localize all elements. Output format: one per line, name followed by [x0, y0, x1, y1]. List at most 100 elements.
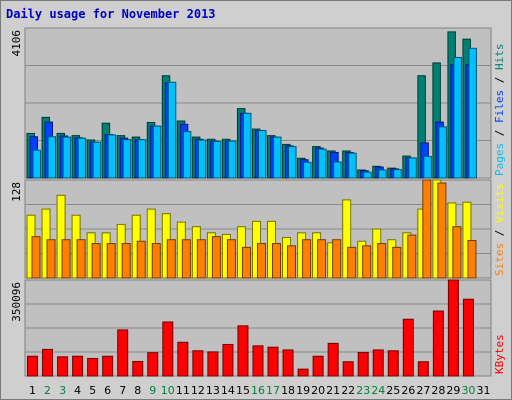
legend-separator: /: [493, 70, 506, 90]
x-tick-label-7: 7: [119, 384, 126, 397]
legend-item-kbytes: KBytes: [493, 334, 506, 374]
bar-pages-19: [303, 161, 312, 179]
x-tick-label-5: 5: [89, 384, 96, 397]
bar-pages-16: [257, 130, 267, 179]
bar-kbytes-22: [342, 361, 354, 377]
legend-kbytes: KBytes: [493, 334, 506, 374]
bar-pages-23: [363, 171, 372, 179]
bar-sites-10: [166, 239, 176, 279]
x-tick-label-28: 28: [431, 384, 445, 397]
bar-kbytes-11: [177, 341, 189, 377]
bar-sites-12: [196, 239, 206, 279]
bar-kbytes-16: [252, 345, 264, 377]
x-tick-label-6: 6: [104, 384, 111, 397]
bar-kbytes-4: [72, 355, 84, 377]
legend-separator: /: [493, 123, 506, 143]
x-tick-label-19: 19: [296, 384, 310, 397]
bar-kbytes-8: [132, 360, 144, 377]
bar-pages-7: [122, 139, 132, 179]
bar-pages-17: [273, 136, 282, 179]
x-tick-label-27: 27: [416, 384, 430, 397]
x-tick-label-13: 13: [206, 384, 220, 397]
bar-sites-25: [392, 246, 402, 279]
bar-pages-13: [212, 140, 222, 179]
x-tick-label-20: 20: [311, 384, 325, 397]
bar-sites-18: [287, 245, 297, 279]
bar-pages-27: [423, 155, 432, 179]
bar-sites-16: [256, 243, 266, 279]
bar-kbytes-6: [102, 355, 114, 377]
y-max-label-hits-files-pages: 4106: [10, 30, 23, 57]
bar-kbytes-26: [402, 318, 414, 377]
bar-kbytes-28: [432, 310, 444, 377]
bar-pages-21: [333, 161, 342, 179]
bar-sites-13: [211, 236, 221, 279]
bar-sites-14: [226, 239, 236, 279]
bar-pages-6: [107, 134, 117, 179]
bar-kbytes-27: [417, 361, 429, 377]
x-tick-label-9: 9: [149, 384, 156, 397]
y-max-label-visits-sites: 128: [10, 182, 23, 202]
bar-kbytes-12: [192, 350, 204, 377]
bar-kbytes-20: [312, 355, 324, 377]
x-tick-label-26: 26: [401, 384, 415, 397]
bar-sites-24: [377, 243, 387, 279]
bar-kbytes-21: [327, 342, 339, 377]
bar-pages-4: [77, 137, 87, 179]
x-tick-label-29: 29: [446, 384, 460, 397]
bar-pages-30: [468, 47, 477, 179]
bar-sites-5: [91, 243, 101, 279]
bar-sites-1: [31, 236, 41, 279]
x-tick-label-21: 21: [326, 384, 340, 397]
bar-kbytes-14: [222, 343, 234, 377]
x-tick-label-10: 10: [161, 384, 175, 397]
bar-pages-18: [288, 146, 297, 179]
bar-kbytes-5: [87, 357, 99, 377]
legend-item-hits: Hits: [493, 44, 506, 71]
legend-hits-files-pages: Pages / Files / Hits: [493, 44, 506, 177]
x-tick-label-12: 12: [191, 384, 205, 397]
x-tick-label-31: 31: [476, 384, 490, 397]
x-tick-label-25: 25: [386, 384, 400, 397]
bar-sites-15: [241, 246, 251, 279]
bar-pages-3: [62, 136, 72, 179]
bar-kbytes-15: [237, 325, 249, 377]
bar-pages-5: [92, 141, 102, 179]
bar-pages-10: [167, 81, 177, 179]
bar-kbytes-24: [372, 349, 384, 377]
x-tick-label-3: 3: [59, 384, 66, 397]
bar-kbytes-17: [267, 346, 279, 377]
bar-visits-3: [56, 194, 66, 279]
bar-sites-26: [407, 234, 417, 279]
bar-kbytes-23: [357, 351, 369, 377]
bar-pages-28: [438, 126, 447, 179]
bar-sites-27: [422, 179, 432, 279]
bar-kbytes-3: [57, 356, 69, 377]
bar-pages-26: [408, 157, 417, 179]
x-tick-label-2: 2: [44, 384, 51, 397]
bar-sites-23: [362, 245, 372, 279]
legend-item-files: Files: [493, 90, 506, 123]
x-tick-label-4: 4: [74, 384, 81, 397]
bar-kbytes-19: [297, 368, 309, 377]
bar-kbytes-1: [27, 355, 38, 377]
bar-sites-29: [452, 226, 462, 279]
bar-sites-9: [151, 243, 161, 279]
x-tick-label-1: 1: [29, 384, 36, 397]
bar-kbytes-7: [117, 329, 129, 377]
bar-pages-22: [348, 152, 357, 179]
bar-sites-3: [61, 239, 71, 279]
x-tick-label-23: 23: [356, 384, 370, 397]
bar-pages-12: [197, 139, 207, 179]
bar-visits-22: [342, 199, 352, 279]
bar-pages-25: [393, 169, 402, 179]
bar-kbytes-2: [42, 348, 54, 377]
x-tick-label-16: 16: [251, 384, 265, 397]
x-tick-label-17: 17: [266, 384, 280, 397]
bar-sites-4: [76, 239, 86, 279]
bar-pages-11: [182, 131, 192, 179]
bar-kbytes-30: [462, 298, 474, 377]
bar-pages-15: [242, 112, 252, 179]
chart-title: Daily usage for November 2013: [6, 7, 216, 21]
